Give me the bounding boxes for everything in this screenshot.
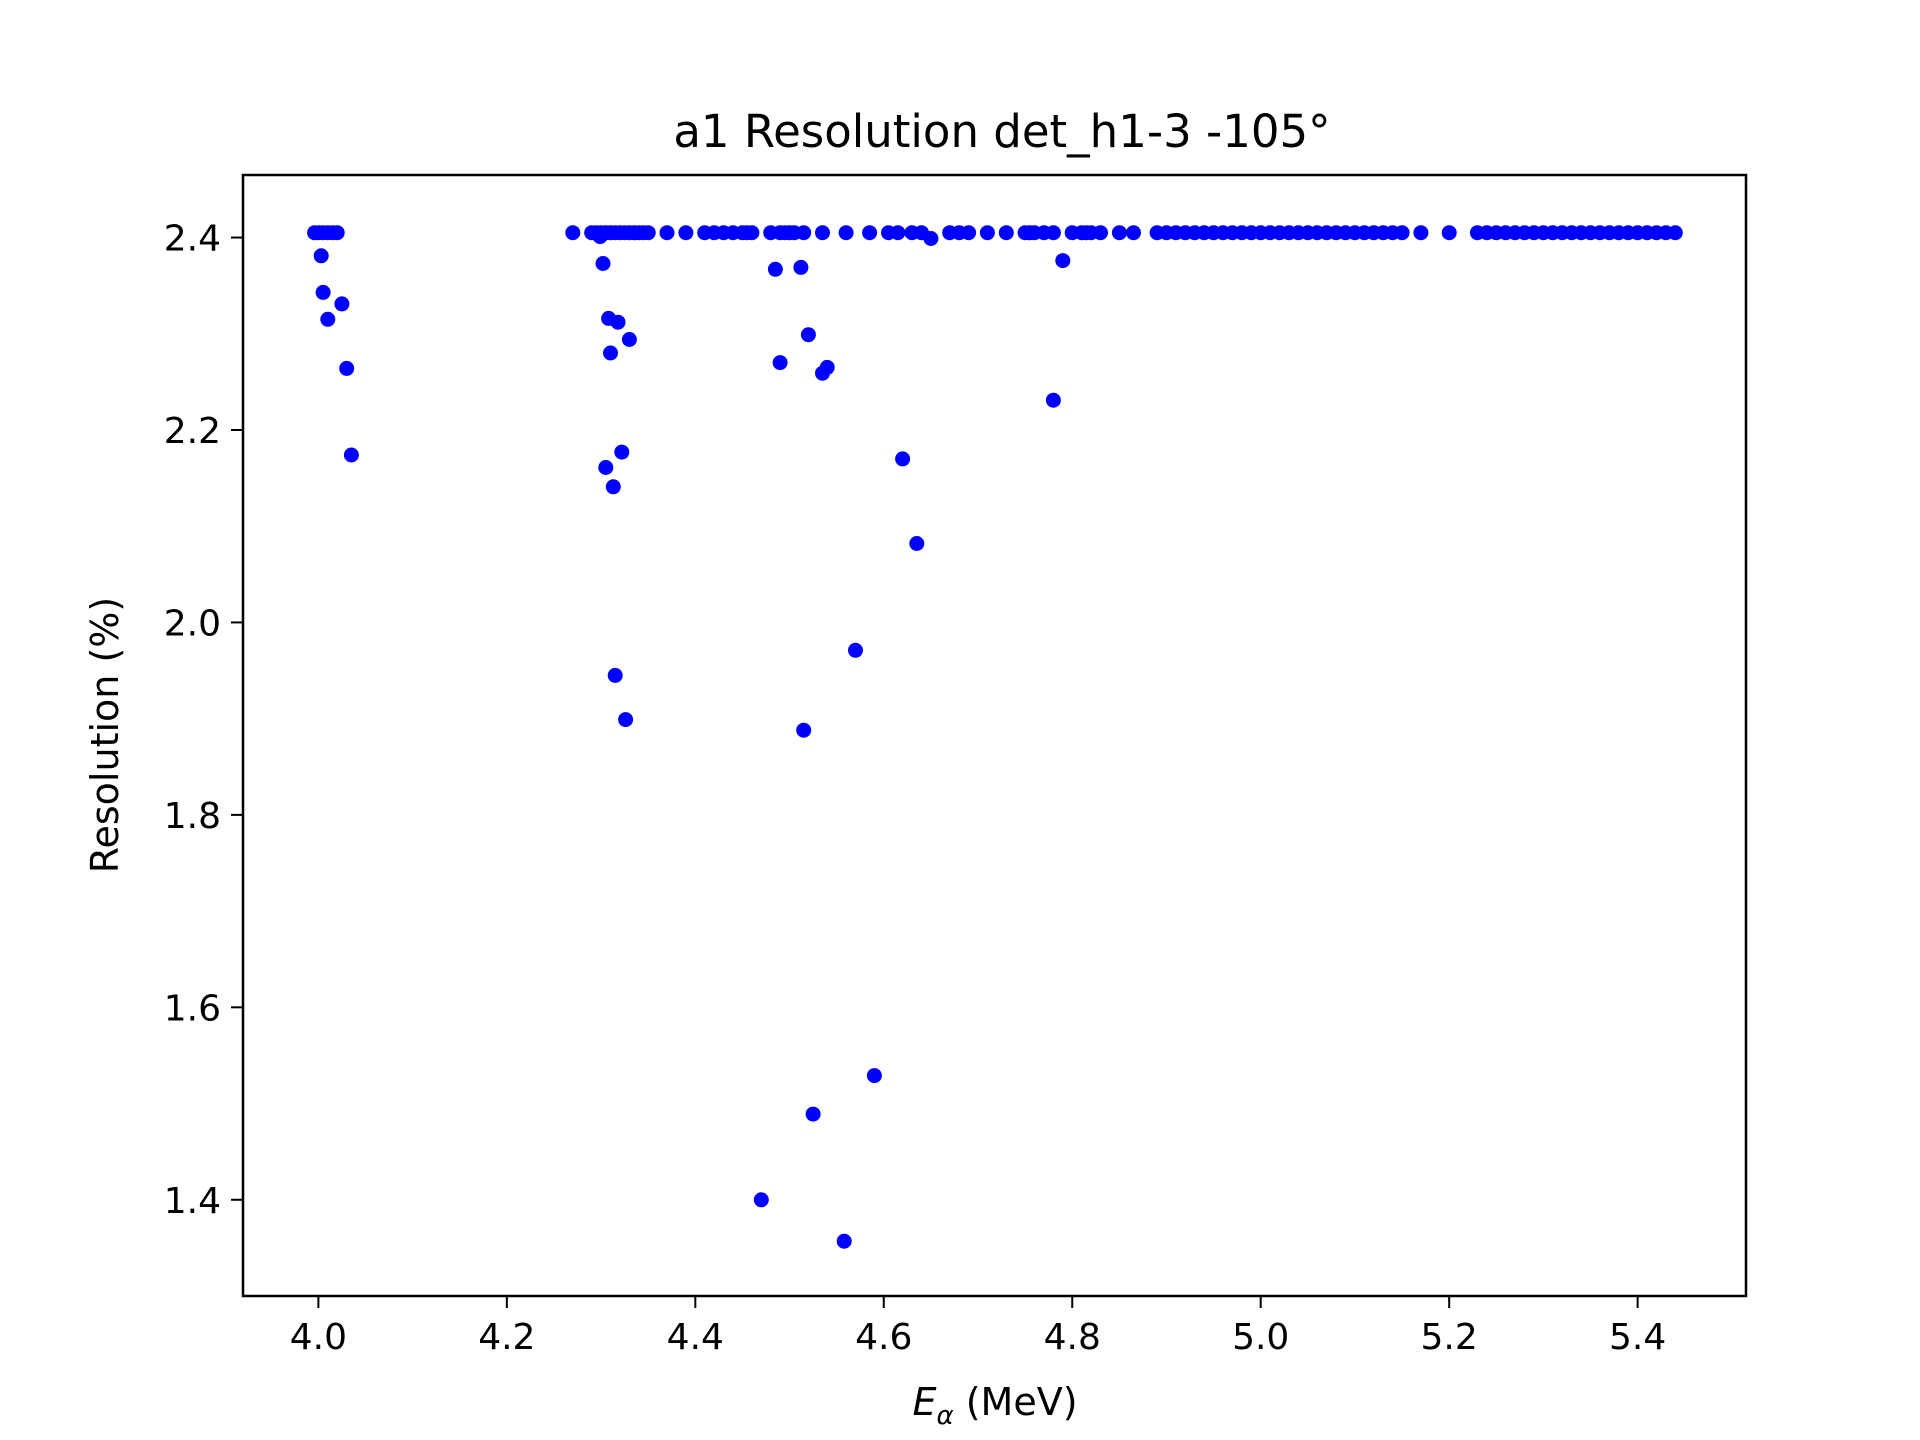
chart-title: a1 Resolution det_h1-3 -105° [673, 105, 1330, 158]
data-point [329, 225, 345, 241]
data-point [796, 722, 812, 738]
data-point [339, 360, 355, 376]
data-point [866, 1068, 882, 1084]
data-point [614, 444, 630, 460]
data-point [895, 451, 911, 467]
data-point [753, 1192, 769, 1208]
data-point [979, 225, 995, 241]
data-point [640, 225, 656, 241]
data-point [592, 229, 608, 245]
y-tick-label: 2.2 [164, 411, 221, 452]
data-point [1111, 225, 1127, 241]
y-tick-label: 2.0 [164, 603, 221, 644]
data-point [320, 311, 336, 327]
data-point [998, 225, 1014, 241]
data-point [605, 479, 621, 495]
data-point [819, 359, 835, 375]
x-axis-label: Eα (MeV) [912, 1380, 1077, 1431]
x-tick-label: 5.0 [1232, 1317, 1289, 1358]
data-point [890, 225, 906, 241]
data-point [1441, 225, 1457, 241]
data-points [307, 225, 1683, 1249]
data-point [805, 1106, 821, 1122]
data-point [796, 225, 812, 241]
data-point [343, 447, 359, 463]
data-point [565, 225, 581, 241]
x-tick-label: 4.2 [478, 1317, 535, 1358]
data-point [961, 225, 977, 241]
data-point [1055, 253, 1071, 269]
y-axis-label: Resolution (%) [83, 597, 127, 873]
data-point [610, 314, 626, 330]
x-axis-label-subscript: α [936, 1401, 953, 1431]
x-axis-ticks: 4.0 4.2 4.4 4.6 4.8 5.0 5.2 5.4 [290, 1296, 1666, 1358]
x-tick-label: 4.8 [1044, 1317, 1101, 1358]
y-tick-label: 1.6 [164, 988, 221, 1029]
data-point [1045, 225, 1061, 241]
data-point [838, 225, 854, 241]
y-tick-label: 1.8 [164, 796, 221, 837]
data-point [607, 667, 623, 683]
data-point [603, 345, 618, 361]
data-point [800, 327, 816, 343]
data-point [678, 225, 694, 241]
data-point [848, 642, 863, 658]
x-tick-label: 4.6 [855, 1317, 912, 1358]
data-point [815, 225, 830, 241]
data-point [315, 284, 331, 300]
x-tick-label: 4.0 [290, 1317, 347, 1358]
data-point [334, 296, 350, 312]
data-point [621, 332, 637, 347]
data-point [744, 225, 760, 241]
data-point [1394, 225, 1410, 241]
x-tick-label: 4.4 [667, 1317, 724, 1358]
data-point [313, 248, 329, 264]
y-axis-ticks: 1.4 1.6 1.8 2.0 2.2 2.4 [164, 219, 243, 1222]
data-point [862, 225, 878, 241]
data-point [767, 261, 783, 277]
data-point [909, 536, 925, 551]
x-tick-label: 5.4 [1609, 1317, 1666, 1358]
data-point [1126, 225, 1141, 241]
data-point [618, 712, 634, 728]
data-point [793, 259, 809, 275]
x-axis-label-symbol: E [912, 1380, 936, 1424]
data-point [923, 231, 939, 246]
data-point [659, 225, 675, 241]
data-point [595, 256, 611, 271]
plot-frame [241, 173, 1748, 1298]
data-point [836, 1233, 852, 1249]
data-point [1045, 392, 1061, 408]
x-tick-label: 5.2 [1421, 1317, 1478, 1358]
data-point [772, 355, 788, 371]
data-point [1667, 225, 1683, 241]
data-point [1093, 225, 1108, 241]
y-tick-label: 2.4 [164, 219, 221, 260]
data-point [598, 460, 614, 475]
x-axis-label-unit: (MeV) [954, 1380, 1078, 1424]
y-tick-label: 1.4 [164, 1181, 221, 1222]
data-point [1413, 225, 1429, 241]
